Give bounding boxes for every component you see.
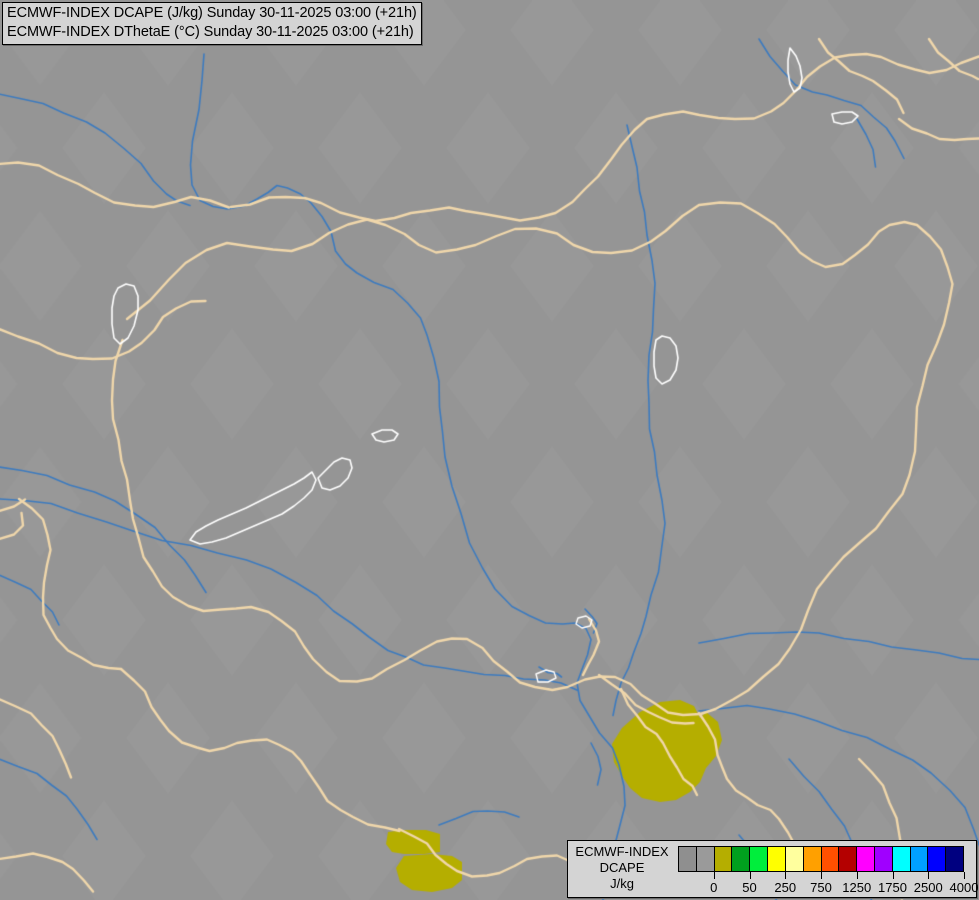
legend-swatch-strip — [678, 846, 964, 872]
legend-swatch-15 — [946, 847, 963, 871]
legend-swatch-6 — [785, 847, 804, 871]
legend-label-1: 50 — [742, 880, 757, 895]
legend-title-unit: J/kg — [610, 876, 634, 891]
legend-colorbar: 0 50 250 750 1250 1750 2500 4000 — [678, 846, 978, 896]
legend-swatch-0 — [679, 847, 697, 871]
legend-swatch-4 — [750, 847, 769, 871]
legend-title-parameter: DCAPE — [599, 860, 645, 875]
legend-swatch-9 — [839, 847, 858, 871]
legend-swatch-10 — [857, 847, 875, 871]
legend-swatch-11 — [874, 847, 893, 871]
legend-label-4: 1250 — [842, 880, 872, 895]
legend-title-model: ECMWF-INDEX — [575, 844, 669, 859]
legend-label-3: 750 — [810, 880, 832, 895]
legend-title: ECMWF-INDEX DCAPE J/kg — [568, 841, 676, 892]
legend-tick-6 — [928, 872, 930, 879]
legend-tick-labels: 0 50 250 750 1250 1750 2500 4000 — [678, 880, 978, 896]
legend-tick-3 — [821, 872, 822, 879]
legend-label-0: 0 — [710, 880, 718, 895]
legend-swatch-2 — [714, 847, 733, 871]
legend-box: ECMWF-INDEX DCAPE J/kg 0 50 250 750 1250 1750… — [567, 840, 978, 898]
legend-tick-1 — [749, 872, 751, 879]
legend-label-6: 2500 — [913, 880, 943, 895]
legend-swatch-7 — [803, 847, 822, 871]
map-title-line-2: ECMWF-INDEX DThetaE (°C) Sunday 30-11-20… — [7, 24, 414, 40]
legend-swatch-14 — [928, 847, 947, 871]
legend-swatch-8 — [821, 847, 840, 871]
legend-label-7: 4000 — [949, 880, 979, 895]
legend-tick-2 — [785, 872, 787, 879]
legend-swatch-13 — [910, 847, 929, 871]
legend-tick-4 — [856, 872, 858, 879]
map-title-line-1: ECMWF-INDEX DCAPE (J/kg) Sunday 30-11-20… — [7, 5, 417, 21]
legend-swatch-5 — [768, 847, 786, 871]
legend-label-2: 250 — [774, 880, 797, 895]
legend-swatch-1 — [696, 847, 715, 871]
legend-tick-5 — [892, 872, 894, 879]
legend-swatch-3 — [732, 847, 751, 871]
legend-swatch-12 — [892, 847, 911, 871]
legend-tick-0 — [713, 872, 715, 879]
legend-label-5: 1750 — [878, 880, 907, 895]
map-title-box: ECMWF-INDEX DCAPE (J/kg) Sunday 30-11-20… — [2, 2, 422, 45]
legend-tick-marks — [678, 872, 965, 880]
legend-tick-7 — [964, 872, 965, 879]
